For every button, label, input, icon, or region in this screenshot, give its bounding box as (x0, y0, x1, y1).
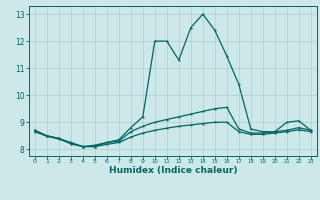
X-axis label: Humidex (Indice chaleur): Humidex (Indice chaleur) (108, 166, 237, 175)
